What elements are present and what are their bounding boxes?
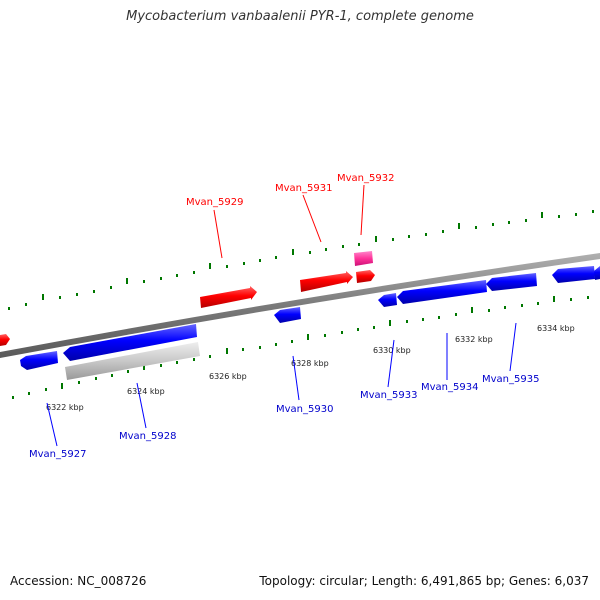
- reverse-genes: [20, 266, 600, 380]
- forward-genes: [0, 251, 375, 346]
- kbp-tick-label: 6332 kbp: [455, 335, 493, 344]
- kbp-tick-label: 6328 kbp: [291, 359, 329, 368]
- gene-mvan-5935[interactable]: [486, 273, 537, 291]
- reverse-tick-track: [12, 296, 589, 399]
- label-leaders: [46, 184, 517, 447]
- gene-mvan-5929[interactable]: [200, 286, 257, 308]
- forward-tick-track: [8, 210, 594, 310]
- gene-mvan-5933[interactable]: [378, 293, 397, 307]
- gene-mvan-5927[interactable]: [20, 351, 58, 370]
- gene-label-mvan-5929[interactable]: Mvan_5929: [186, 197, 243, 208]
- gene-label-mvan-5931[interactable]: Mvan_5931: [275, 183, 332, 194]
- forward-gene-labels: Mvan_5929 Mvan_5931 Mvan_5932: [186, 173, 394, 208]
- gene-mvan-5928[interactable]: [63, 324, 197, 361]
- gene-label-mvan-5930[interactable]: Mvan_5930: [276, 404, 333, 415]
- gene-mvan-5934[interactable]: [397, 280, 487, 304]
- gene-mvan-5932[interactable]: [356, 270, 375, 283]
- gene-mvan-5930[interactable]: [274, 307, 301, 323]
- kbp-tick-label: 6334 kbp: [537, 324, 575, 333]
- reverse-gene-right-2[interactable]: [594, 266, 600, 280]
- kbp-tick-label: 6324 kbp: [127, 387, 165, 396]
- kbp-tick-label: 6322 kbp: [46, 403, 84, 412]
- genome-stats-text: Topology: circular; Length: 6,491,865 bp…: [259, 574, 589, 588]
- genome-backbone: [0, 253, 600, 358]
- accession-text: Accession: NC_008726: [10, 574, 147, 588]
- gene-label-mvan-5928[interactable]: Mvan_5928: [119, 431, 176, 442]
- gene-mvan-5931[interactable]: [300, 271, 353, 292]
- gene-label-mvan-5935[interactable]: Mvan_5935: [482, 374, 539, 385]
- forward-gene-partial[interactable]: [0, 334, 10, 346]
- gene-label-mvan-5927[interactable]: Mvan_5927: [29, 449, 86, 460]
- kbp-tick-label: 6330 kbp: [373, 346, 411, 355]
- page-title: Mycobacterium vanbaalenii PYR-1, complet…: [126, 9, 474, 24]
- gene-label-mvan-5932[interactable]: Mvan_5932: [337, 173, 394, 184]
- kbp-tick-label: 6326 kbp: [209, 372, 247, 381]
- pseudo-gene-grey[interactable]: [65, 342, 200, 380]
- gene-label-mvan-5934[interactable]: Mvan_5934: [421, 382, 478, 393]
- kbp-tick-labels: 6322 kbp 6324 kbp 6326 kbp 6328 kbp 6330…: [46, 324, 575, 412]
- gene-mvan-5932-pink[interactable]: [354, 251, 373, 266]
- reverse-gene-labels: Mvan_5927 Mvan_5928 Mvan_5930 Mvan_5933 …: [29, 374, 539, 460]
- gene-label-mvan-5933[interactable]: Mvan_5933: [360, 390, 417, 401]
- reverse-gene-right-1[interactable]: [552, 266, 595, 283]
